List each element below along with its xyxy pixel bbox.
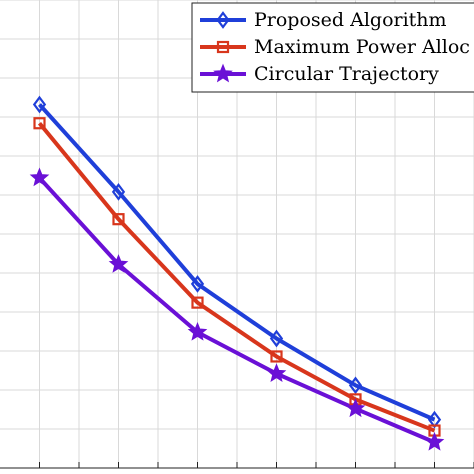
legend-marker-star [213, 63, 233, 83]
data-point-square [33, 117, 46, 130]
legend-label-2: Maximum Power Alloc [254, 36, 470, 58]
data-point-square [270, 350, 283, 363]
data-point-star [345, 398, 366, 418]
series-markers [29, 95, 445, 451]
legend-label-1: Proposed Algorithm [254, 9, 447, 31]
series-line-1 [38, 103, 436, 422]
data-point-star [108, 254, 129, 273]
legend: Proposed Algorithm Maximum Power Alloc Cir… [191, 2, 474, 93]
data-point-square [191, 296, 204, 309]
data-point-diamond [190, 275, 205, 293]
legend-marker-diamond [216, 11, 230, 29]
series-line-3 [38, 176, 436, 445]
data-point-star [424, 431, 445, 451]
data-point-diamond [348, 376, 363, 395]
series-line-2 [37, 121, 436, 433]
axes [0, 462, 474, 469]
data-point-star [29, 167, 50, 187]
data-point-square [112, 213, 125, 226]
data-point-diamond [269, 329, 284, 348]
data-point-star [266, 363, 287, 382]
legend-marker-square [216, 40, 230, 54]
data-point-star [187, 321, 208, 341]
data-point-diamond [111, 183, 126, 201]
series-lines [37, 103, 436, 445]
data-point-diamond [32, 95, 47, 114]
legend-label-3: Circular Trajectory [254, 63, 439, 85]
